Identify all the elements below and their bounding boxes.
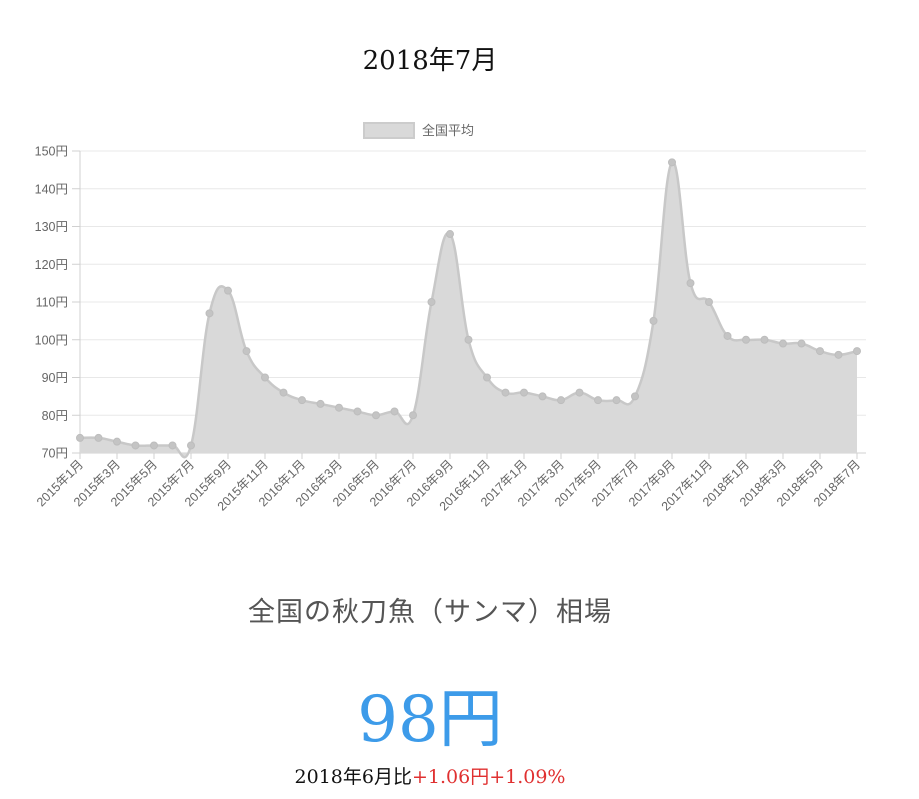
change-yen: +1.06円 (411, 766, 490, 788)
data-point[interactable] (279, 388, 288, 397)
data-point[interactable] (816, 347, 824, 356)
data-point[interactable] (501, 388, 510, 397)
data-point[interactable] (372, 411, 380, 420)
data-point[interactable] (76, 433, 84, 442)
y-tick-label: 150円 (35, 145, 68, 159)
price-chart: 全国平均 70円 80円 90円 100円 110円 120円 130円 140円 150円 2… (34, 122, 866, 514)
data-point[interactable] (612, 396, 621, 405)
data-point[interactable] (834, 350, 843, 359)
data-point[interactable] (779, 339, 787, 348)
y-tick-label: 70円 (42, 447, 68, 461)
data-point[interactable] (261, 373, 269, 382)
data-point[interactable] (316, 399, 325, 408)
data-point[interactable] (409, 411, 417, 420)
data-point[interactable] (131, 441, 140, 450)
data-point[interactable] (150, 441, 158, 450)
price-comparison: 2018年6月比+1.06円+1.09% (0, 762, 860, 789)
data-point[interactable] (853, 347, 861, 356)
data-point[interactable] (427, 298, 436, 306)
data-points (76, 158, 861, 450)
series-layer (79, 161, 858, 459)
data-point[interactable] (168, 441, 177, 450)
data-point[interactable] (242, 347, 251, 356)
x-axis-ticks: 2015年1月2015年3月2015年5月2015年7月2015年9月2015年… (34, 453, 863, 514)
market-title: 全国の秋刀魚（サンマ）相場 (248, 597, 612, 628)
data-point[interactable] (575, 388, 584, 397)
data-point[interactable] (649, 316, 658, 325)
data-point[interactable] (205, 309, 214, 318)
legend-label: 全国平均 (422, 123, 474, 138)
data-point[interactable] (94, 433, 103, 442)
legend-swatch (363, 122, 415, 139)
data-point[interactable] (390, 407, 399, 416)
current-price: 98円 (357, 683, 503, 757)
data-point[interactable] (723, 331, 732, 340)
y-tick-label: 90円 (42, 371, 68, 385)
data-point[interactable] (594, 396, 602, 405)
data-point[interactable] (446, 230, 454, 239)
data-point[interactable] (483, 373, 491, 382)
data-point[interactable] (353, 407, 362, 416)
y-tick-label: 130円 (35, 220, 68, 234)
page-title: 2018年7月 (362, 46, 498, 76)
data-point[interactable] (538, 392, 547, 401)
comparison-label: 2018年6月比 (294, 766, 412, 788)
data-point[interactable] (464, 335, 473, 344)
y-tick-label: 80円 (42, 409, 68, 423)
y-tick-label: 100円 (35, 333, 68, 347)
data-point[interactable] (520, 388, 528, 397)
y-tick-label: 110円 (36, 296, 68, 310)
data-point[interactable] (187, 441, 195, 450)
data-point[interactable] (686, 279, 695, 288)
data-point[interactable] (760, 335, 769, 344)
data-point[interactable] (742, 335, 750, 344)
data-point[interactable] (298, 396, 306, 405)
data-point[interactable] (668, 158, 676, 167)
data-point[interactable] (705, 298, 713, 306)
chart-legend[interactable]: 全国平均 (363, 122, 474, 139)
data-point[interactable] (797, 339, 806, 348)
data-point[interactable] (335, 403, 343, 412)
data-point[interactable] (557, 396, 565, 405)
y-axis-ticks: 70円 80円 90円 100円 110円 120円 130円 140円 150円 (35, 145, 80, 461)
data-point[interactable] (631, 392, 639, 401)
data-point[interactable] (113, 437, 121, 446)
data-point[interactable] (224, 286, 232, 295)
y-tick-label: 120円 (35, 258, 68, 272)
change-percent: +1.09% (489, 766, 566, 788)
y-tick-label: 140円 (35, 182, 68, 196)
